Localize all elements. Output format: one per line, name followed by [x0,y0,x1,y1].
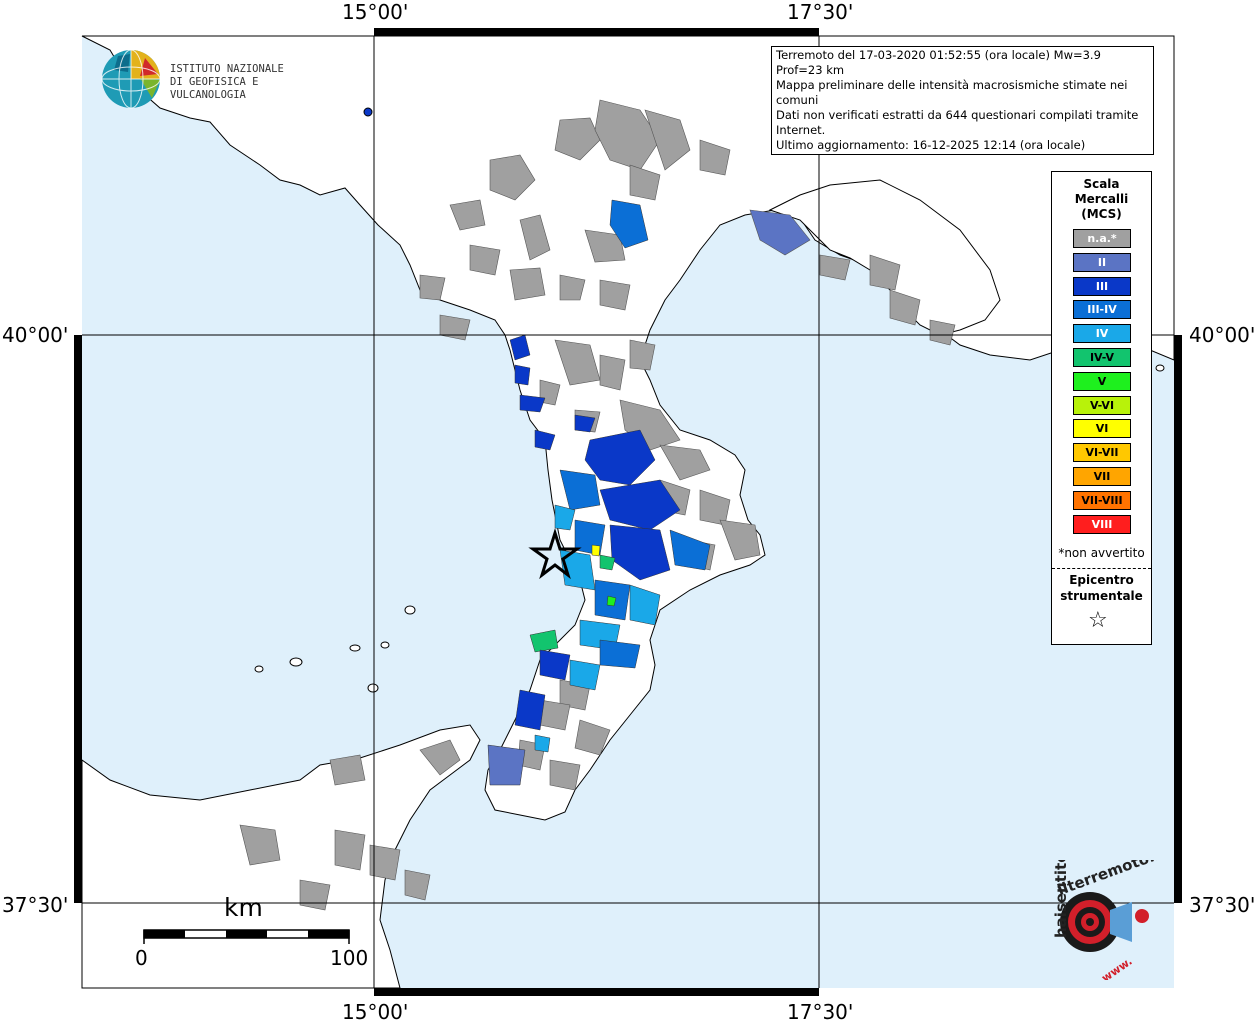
legend-item: II [1073,252,1131,272]
globe-icon [101,49,161,109]
legend-item: VII [1073,467,1131,486]
legend-epicentre-2: strumentale [1060,589,1143,603]
legend-title-3: (MCS) [1081,207,1122,221]
lat-label-left-2: 37°30' [2,893,69,917]
legend-title: Scala Mercalli (MCS) [1052,177,1151,222]
lon-label-bottom-2: 17°30' [787,1000,854,1024]
frame-tick [74,903,82,996]
legend-divider [1052,568,1151,569]
lat-label-right-2: 37°30' [1189,893,1254,917]
legend-item: VII-VIII [1073,490,1131,510]
haisentito-logo: haisentito ilterremoto.it www. [1028,843,1168,985]
legend-item: V [1073,371,1131,391]
frame-tick [74,988,374,996]
lon-label-top-1: 15°00' [342,0,409,24]
legend-title-1: Scala [1083,177,1120,191]
lat-label-right-1: 40°00' [1189,323,1254,347]
legend-item: n.a.* [1073,229,1131,248]
institute-line-2: DI GEOFISICA E VULCANOLOGIA [170,76,259,101]
target-icon: haisentito ilterremoto.it www. [1052,843,1168,985]
scale-start: 0 [135,946,148,970]
municipalities-not-felt [239,99,956,911]
frame-tick [1174,903,1182,996]
star-icon: ☆ [1088,608,1108,633]
lon-label-bottom-1: 15°00' [342,1000,409,1024]
legend-item: IV-V [1073,348,1131,367]
brand-text-3: www. [1099,955,1134,980]
info-line-map: Mappa preliminare delle intensità macros… [776,78,1128,107]
graticule [82,36,1174,988]
legend-item: VI-VII [1073,443,1131,463]
info-line-event: Terremoto del 17-03-2020 01:52:55 (ora l… [776,48,1101,77]
frame-tick [74,28,374,36]
brand-text-2: ilterremoto.it [1055,860,1158,899]
legend-item: VIII [1073,514,1131,534]
municipalities-felt [487,199,711,786]
small-islands [254,107,1165,693]
ingv-logo: ISTITUTO NAZIONALE DI GEOFISICA E VULCAN… [100,48,320,110]
legend-item: V-VI [1073,395,1131,415]
legend-title-2: Mercalli [1074,192,1129,206]
legend-epicentre-1: Epicentro [1069,573,1134,587]
institute-name: ISTITUTO NAZIONALE DI GEOFISICA E VULCAN… [170,63,320,102]
info-line-updated: Ultimo aggiornamento: 16-12-2025 12:14 (… [776,138,1086,152]
legend-epicentre: Epicentro strumentale [1052,572,1151,604]
scale-unit: km [224,893,263,922]
legend-item: IV [1073,324,1131,344]
frame-tick [74,28,82,335]
lon-label-top-2: 17°30' [787,0,854,24]
lat-label-left-1: 40°00' [2,323,69,347]
epicentre-star [528,527,582,580]
earthquake-info-box: Terremoto del 17-03-2020 01:52:55 (ora l… [771,46,1154,155]
frame-tick [819,988,1182,996]
frame-tick [819,28,1182,36]
info-line-data: Dati non verificati estratti da 644 ques… [776,108,1139,137]
legend-item: III-IV [1073,300,1131,320]
frame-tick [1174,28,1182,335]
legend-item: III [1073,276,1131,296]
legend-item: VI [1073,419,1131,439]
scale-end: 100 [330,946,369,970]
legend-note: *non avvertito [1058,546,1145,560]
scale-bar [143,929,350,944]
brand-text-1: haisentito [1052,860,1070,938]
land-sicily [81,724,481,989]
institute-line-1: ISTITUTO NAZIONALE [170,63,284,75]
mcs-legend: Scala Mercalli (MCS) n.a.* II III III-IV IV I… [1051,171,1152,645]
